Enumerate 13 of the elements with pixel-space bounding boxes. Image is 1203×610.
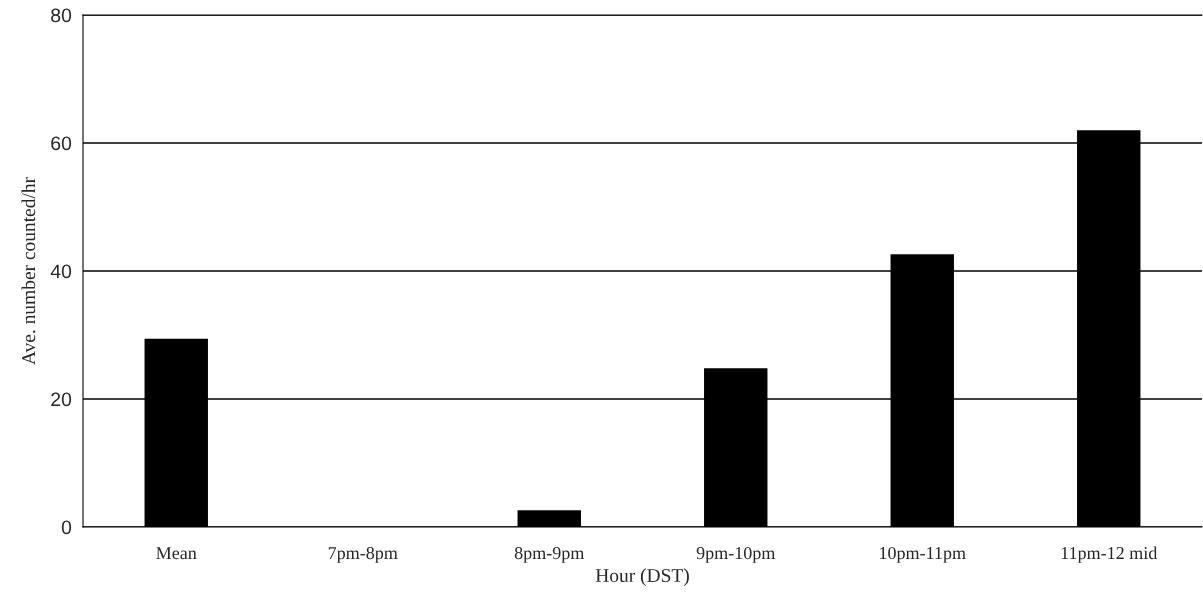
x-tick-label: Mean [156, 547, 197, 560]
x-tick-label: 11pm-12 mid [1061, 546, 1158, 563]
y-tick-label: 60 [51, 136, 72, 151]
x-tick-label: 8pm-9pm [514, 546, 585, 563]
y-tick-label: 40 [50, 264, 72, 279]
x-tick-label: 10pm-11pm [880, 546, 966, 563]
y-tick-label: 0 [61, 520, 72, 535]
x-axis-title: Hour (DST) [595, 568, 689, 587]
y-axis-title: Ave. number counted/hr [21, 177, 36, 365]
x-tick-label: 7pm-8pm [328, 546, 398, 563]
y-tick-label: 80 [51, 8, 72, 23]
x-tick-label: 9pm-10pm [696, 546, 776, 563]
y-tick-label: 20 [51, 392, 72, 407]
